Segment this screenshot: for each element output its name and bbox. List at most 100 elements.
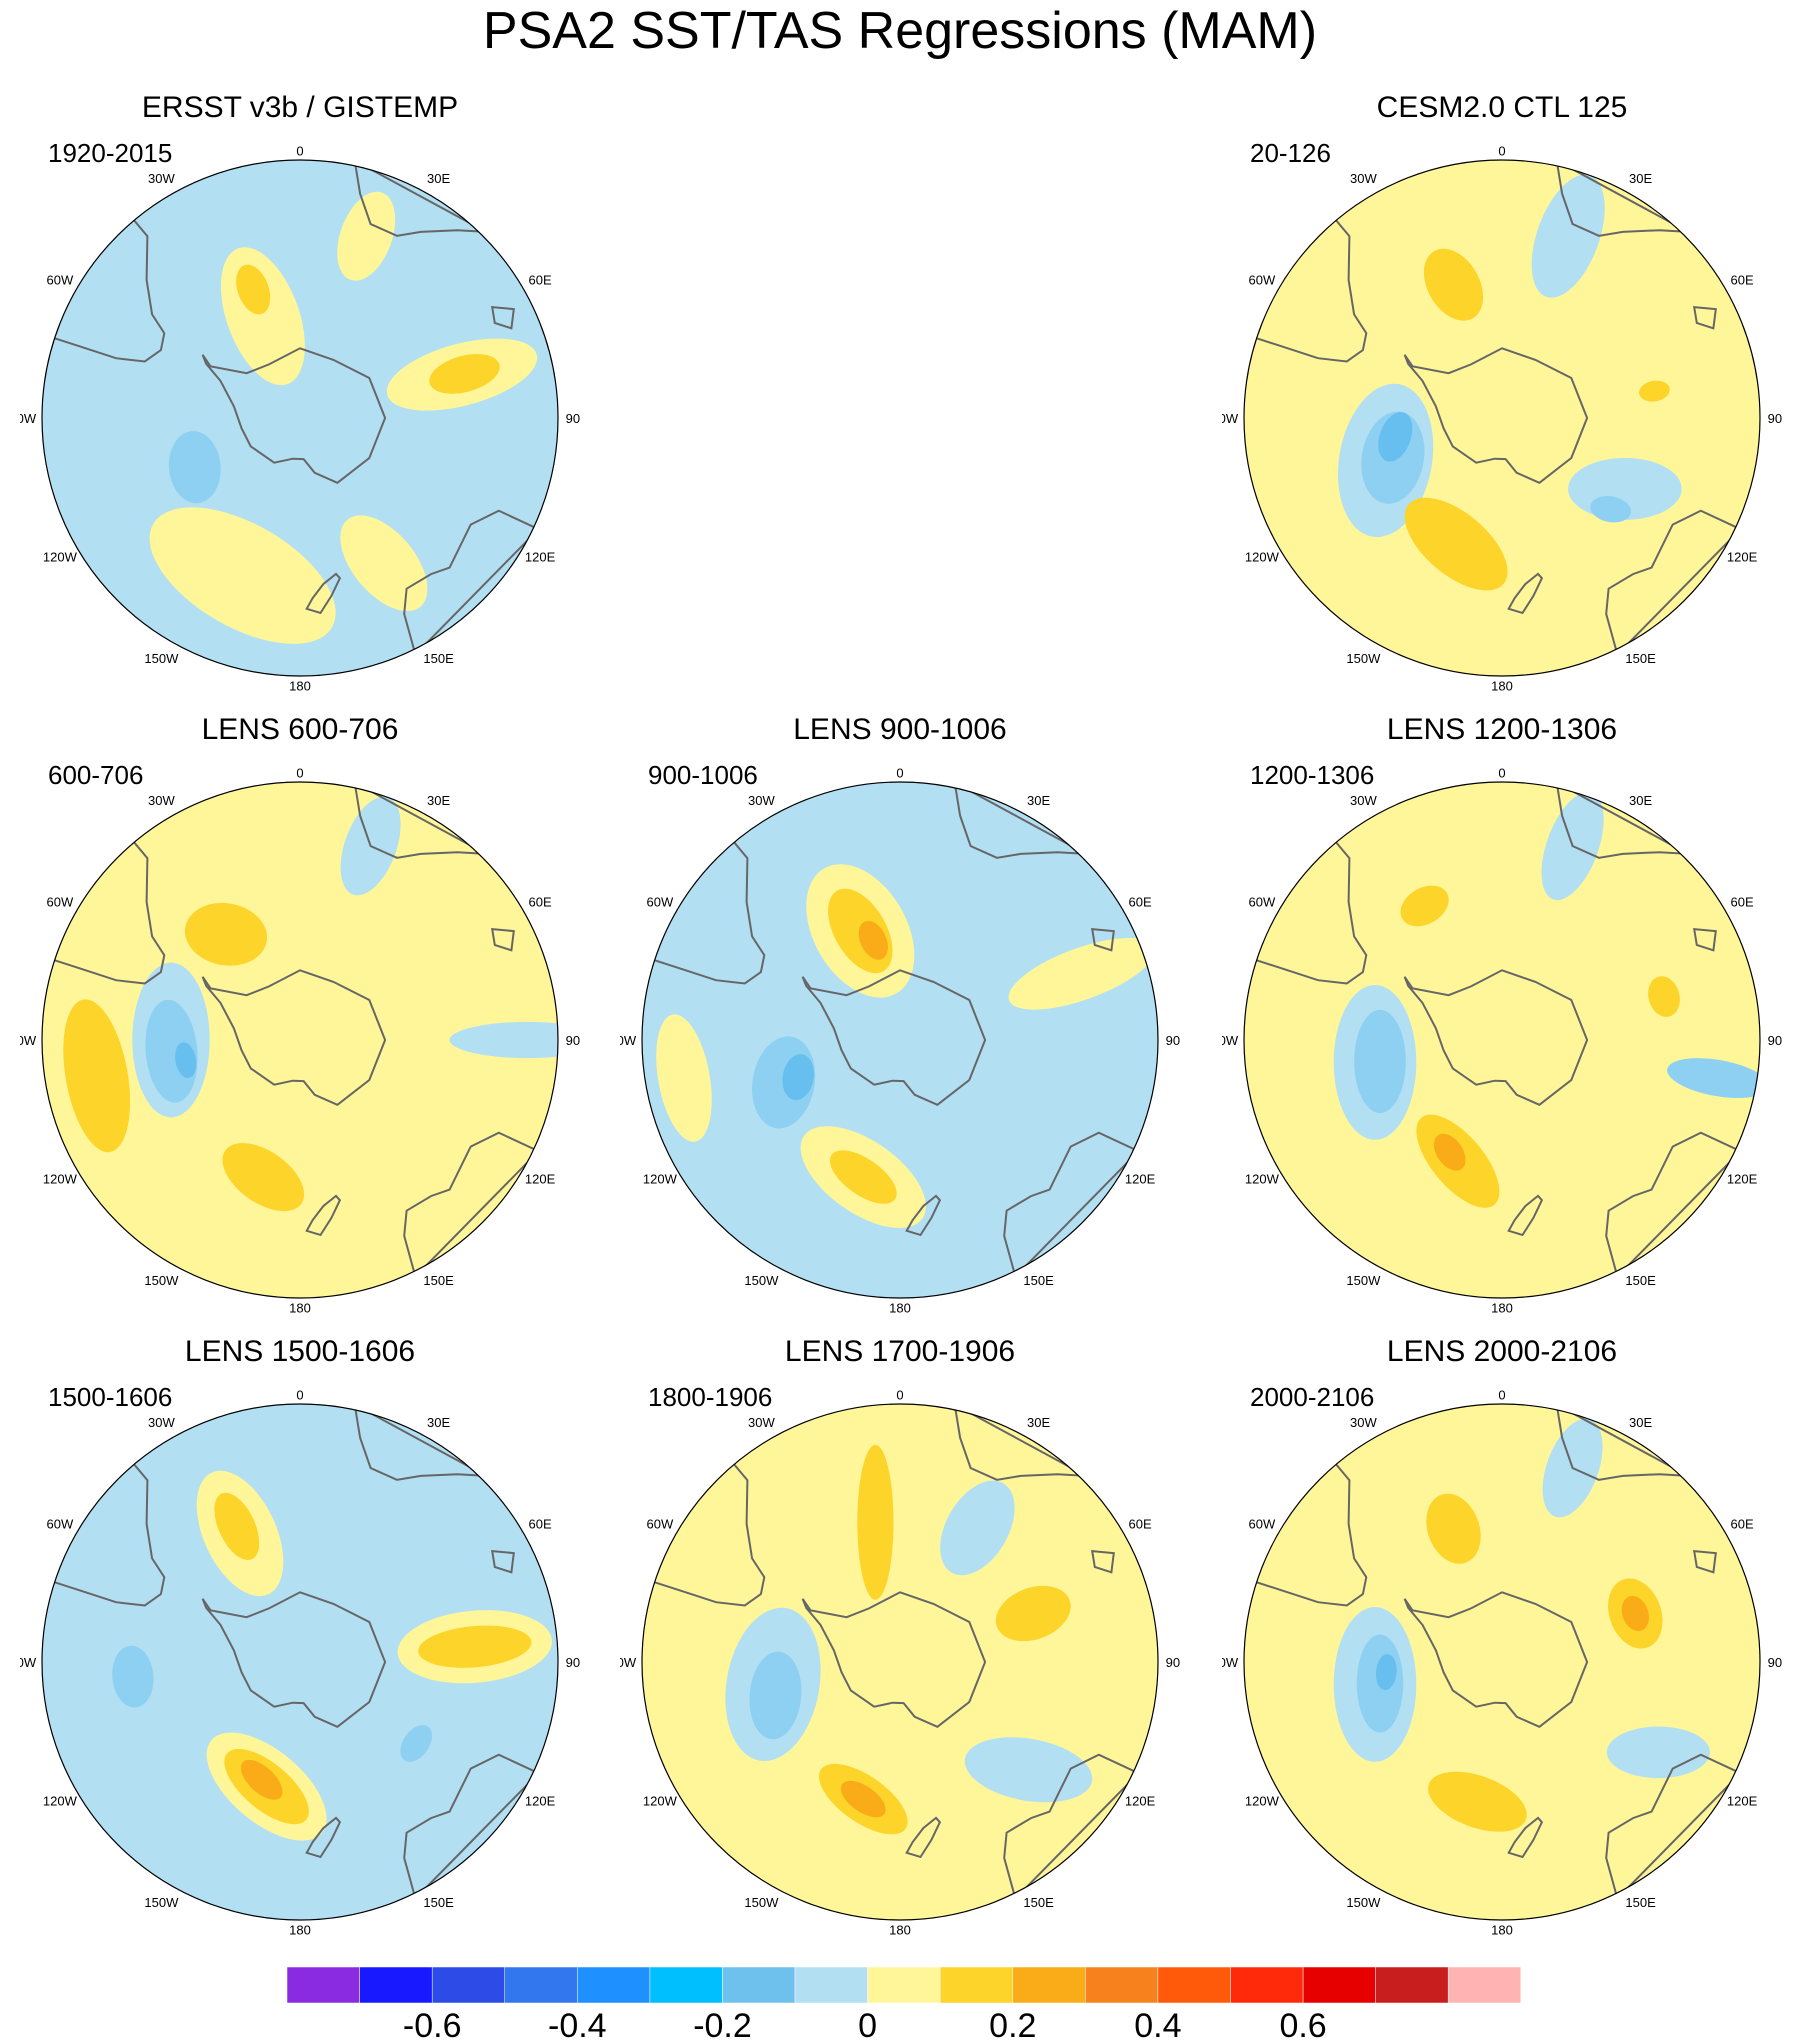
longitude-label: 90E xyxy=(1166,1655,1180,1670)
coastline xyxy=(1693,927,1717,952)
coastline xyxy=(905,1816,942,1859)
coastline xyxy=(201,347,387,484)
longitude-label: 90E xyxy=(566,411,580,426)
anomaly-contour xyxy=(1428,1771,1527,1832)
coastline xyxy=(1091,1549,1115,1574)
anomaly-contour xyxy=(1667,1058,1760,1099)
field-background xyxy=(1244,1404,1760,1920)
coastline xyxy=(201,969,387,1106)
longitude-label: 60E xyxy=(1129,1516,1152,1531)
colorbar-swatch xyxy=(939,1967,1014,2004)
colorbar-swatch xyxy=(1447,1967,1522,2004)
figure-title: PSA2 SST/TAS Regressions (MAM) xyxy=(482,2,1318,60)
map-border xyxy=(41,159,559,677)
colorbar: -0.6 -0.4 -0.2 0 0.2 0.4 0.6 xyxy=(287,1967,1522,2042)
coastline xyxy=(305,1816,342,1859)
anomaly-contour xyxy=(418,1625,532,1668)
longitude-label: 150E xyxy=(423,1273,454,1288)
coastline xyxy=(1507,1816,1544,1859)
map-panel: 0 30E 60E 90E 120E 150E 180 150W 120W 90W 60W 30W L… xyxy=(1222,1334,1782,1954)
coastline xyxy=(1507,1194,1544,1237)
longitude-label: 150E xyxy=(1625,651,1656,666)
polar-map: 0 30E 60E 90E 120E 150E 180 150W 120W 90W 60W 30W xyxy=(20,765,580,1315)
longitude-label: 60W xyxy=(647,1516,674,1531)
colorbar-swatch xyxy=(1302,1967,1376,2004)
longitude-label: 30W xyxy=(1350,793,1377,808)
anomaly-contour xyxy=(1606,1726,1710,1779)
longitude-label: 0 xyxy=(296,765,303,780)
anomaly-contour xyxy=(749,1651,802,1740)
longitude-label: 180 xyxy=(289,679,311,694)
longitude-label: 30E xyxy=(427,171,450,186)
longitude-label: 150W xyxy=(144,1895,179,1910)
coastline xyxy=(201,1591,387,1728)
longitude-label: 30W xyxy=(148,793,175,808)
anomaly-contour xyxy=(656,1014,712,1142)
longitude-label: 60E xyxy=(1731,1516,1754,1531)
polar-map: 0 30E 60E 90E 120E 150E 180 150W 120W 90W 60W 30W xyxy=(1222,143,1782,693)
anomaly-contour xyxy=(214,1492,260,1561)
longitude-label: 60W xyxy=(1249,1516,1276,1531)
coastline xyxy=(648,1458,766,1607)
polar-map: 0 30E 60E 90E 120E 150E 180 150W 120W 90W 60W 30W xyxy=(20,1387,580,1937)
map-border xyxy=(1243,1403,1761,1921)
coastline xyxy=(48,1458,166,1607)
longitude-label: 30E xyxy=(1027,793,1050,808)
longitude-label: 120E xyxy=(1727,1172,1758,1187)
colorbar-tick-label: -0.6 xyxy=(403,2007,462,2042)
panel-title: LENS 900-1006 xyxy=(793,713,1007,746)
map-panel: 0 30E 60E 90E 120E 150E 180 150W 120W 90W 60W 30W L… xyxy=(1222,712,1782,1332)
coastline xyxy=(1250,1458,1368,1607)
colorbar-tick-label: 0.6 xyxy=(1279,2007,1326,2042)
coastline xyxy=(1605,509,1743,657)
anomaly-contour xyxy=(1423,248,1484,321)
coastline xyxy=(48,214,166,363)
anomaly-contour xyxy=(429,354,500,394)
coastline xyxy=(801,1591,987,1728)
longitude-label: 90W xyxy=(20,411,37,426)
longitude-label: 120W xyxy=(643,1172,678,1187)
longitude-label: 120W xyxy=(1245,550,1280,565)
map-panel: 0 30E 60E 90E 120E 150E 180 150W 120W 90W 60W 30W L… xyxy=(620,1334,1180,1954)
anomaly-contour xyxy=(782,1054,814,1101)
longitude-label: 30E xyxy=(1629,1415,1652,1430)
longitude-label: 90E xyxy=(1768,411,1782,426)
coastline xyxy=(403,1131,541,1279)
longitude-label: 150W xyxy=(144,1273,179,1288)
colorbar-swatch xyxy=(867,1967,941,2004)
longitude-label: 0 xyxy=(296,1387,303,1402)
coastline xyxy=(491,1549,515,1574)
longitude-label: 90W xyxy=(1222,1655,1239,1670)
longitude-label: 60E xyxy=(1731,894,1754,909)
colorbar-swatch xyxy=(722,1967,796,2004)
coastline xyxy=(403,1753,541,1901)
polar-map: 0 30E 60E 90E 120E 150E 180 150W 120W 90W 60W 30W xyxy=(1222,765,1782,1315)
anomaly-contour xyxy=(940,1480,1015,1576)
colorbar-swatch xyxy=(1085,1967,1159,2004)
panel-period: 1200-1306 xyxy=(1250,760,1375,790)
longitude-label: 90W xyxy=(1222,1033,1239,1048)
anomaly-contour xyxy=(1621,1595,1649,1632)
colorbar-tick-label: -0.2 xyxy=(693,2007,752,2042)
longitude-label: 0 xyxy=(1498,1387,1505,1402)
anomaly-contour xyxy=(1590,496,1632,523)
longitude-label: 150E xyxy=(1023,1895,1054,1910)
longitude-label: 120E xyxy=(1727,1794,1758,1809)
longitude-label: 150E xyxy=(1625,1895,1656,1910)
longitude-label: 60W xyxy=(47,894,74,909)
anomaly-contour xyxy=(1426,1493,1481,1564)
coastline xyxy=(1693,305,1717,330)
map-panel: 0 30E 60E 90E 120E 150E 180 150W 120W 90W 60W 30W L… xyxy=(20,1334,580,1954)
coastline xyxy=(1250,214,1368,363)
anomaly-contour xyxy=(1375,1654,1397,1691)
longitude-label: 30W xyxy=(748,793,775,808)
colorbar-swatch xyxy=(794,1967,868,2004)
longitude-label: 120W xyxy=(43,1172,78,1187)
panel-title: ERSST v3b / GISTEMP xyxy=(141,91,459,124)
coastline xyxy=(801,969,987,1106)
anomaly-contour xyxy=(240,1759,283,1800)
coastline xyxy=(491,927,515,952)
panel-period: 1800-1906 xyxy=(648,1382,773,1412)
colorbar-tick-label: 0.2 xyxy=(989,2007,1036,2042)
anomaly-contour xyxy=(1433,1133,1466,1171)
